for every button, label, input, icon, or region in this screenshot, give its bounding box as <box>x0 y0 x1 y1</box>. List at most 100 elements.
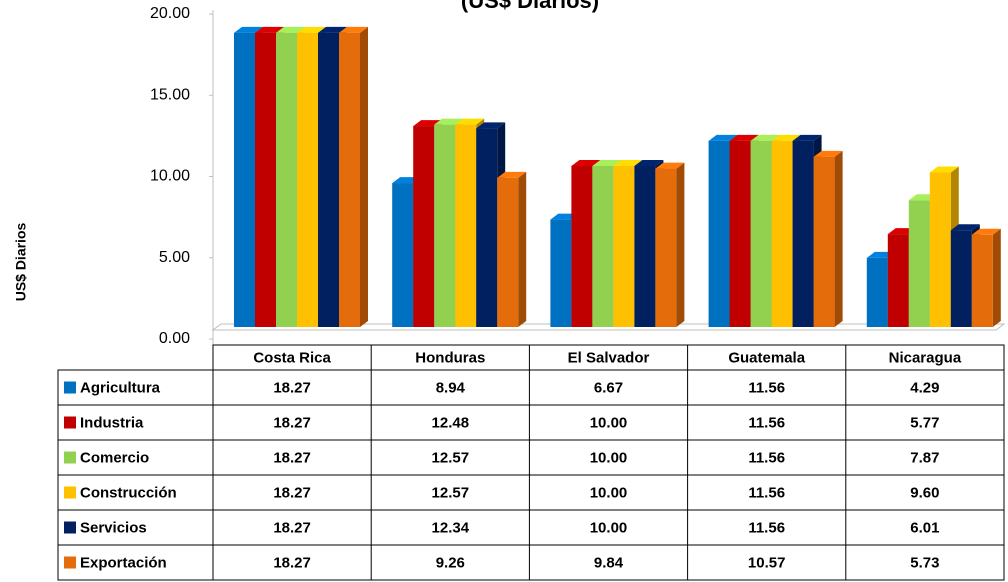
table-value: 12.57 <box>432 484 470 501</box>
bar <box>571 166 593 327</box>
bar <box>771 140 793 327</box>
bar-top <box>813 150 843 157</box>
bar <box>255 32 276 328</box>
table-row-border <box>57 439 1005 476</box>
x-tick-label: Guatemala <box>728 349 805 366</box>
bar-top <box>929 166 959 173</box>
bar <box>708 140 730 327</box>
bar-top <box>771 134 801 141</box>
bar-top <box>339 26 368 33</box>
bar-top <box>276 26 305 33</box>
table-value: 8.94 <box>436 379 466 396</box>
bar <box>729 140 751 327</box>
y-tick-label: 10.00 <box>150 168 190 185</box>
legend-swatch <box>64 451 76 464</box>
bar <box>908 200 930 327</box>
bar-top <box>434 118 464 125</box>
table-value: 11.56 <box>748 379 785 396</box>
bar <box>634 166 656 327</box>
legend-swatch <box>64 521 76 534</box>
x-tick-label: Costa Rica <box>253 349 331 366</box>
bar-top <box>571 160 601 166</box>
table-row-border <box>57 509 1005 546</box>
table-value: 11.56 <box>748 484 785 501</box>
bar <box>792 140 814 327</box>
legend-swatch <box>64 556 76 569</box>
x-tick-label: Honduras <box>415 349 485 366</box>
table-value: 5.73 <box>910 554 939 571</box>
bar <box>613 166 635 327</box>
y-tick-label: 5.00 <box>159 249 190 266</box>
table-value: 18.27 <box>273 519 311 536</box>
bar <box>550 219 572 327</box>
table-value: 6.67 <box>594 379 623 396</box>
table-value: 18.27 <box>273 449 311 466</box>
legend-swatch <box>64 416 76 429</box>
y-tick-label: 15.00 <box>150 86 190 103</box>
table-value: 6.01 <box>910 519 939 536</box>
bar-side <box>676 162 685 327</box>
bar-top <box>708 134 738 141</box>
table-value: 10.57 <box>748 554 786 571</box>
chart-title: (US$ Diarios) <box>461 0 599 13</box>
bar <box>866 257 888 327</box>
table-value: 7.87 <box>910 449 939 466</box>
bar-top <box>476 122 506 129</box>
bar-side <box>360 26 368 328</box>
bar-top <box>792 134 822 141</box>
bar <box>655 168 677 327</box>
table-row-border <box>57 404 1005 441</box>
table-value: 9.60 <box>910 484 939 501</box>
bar-top <box>255 26 284 33</box>
bar <box>950 230 972 327</box>
table-value: 11.56 <box>748 414 785 431</box>
x-tick-label: Nicaragua <box>889 349 962 366</box>
bar <box>497 177 519 327</box>
bar-side <box>518 171 527 327</box>
bar-top <box>971 228 1001 235</box>
legend-label: Construcción <box>80 484 177 501</box>
table-value: 18.27 <box>273 414 311 431</box>
y-tick-label: 0.00 <box>159 330 190 347</box>
table-row-border <box>57 474 1005 511</box>
table-value: 18.27 <box>273 554 311 571</box>
table-value: 11.56 <box>748 519 785 536</box>
bar <box>318 32 339 328</box>
bar-side <box>834 150 843 327</box>
y-tick-label: 20.00 <box>150 5 190 22</box>
legend-swatch <box>64 486 76 499</box>
table-value: 4.29 <box>910 379 939 396</box>
bar <box>413 126 435 328</box>
bar <box>592 166 614 327</box>
bar-top <box>318 26 347 33</box>
bar <box>813 156 835 327</box>
bar <box>276 32 297 328</box>
y-axis-label: US$ Diarios <box>13 222 29 301</box>
table-value: 10.00 <box>590 484 628 501</box>
table-row-border <box>57 369 1005 406</box>
table-value: 18.27 <box>273 379 311 396</box>
legend-swatch <box>64 381 76 394</box>
table-value: 11.56 <box>748 449 785 466</box>
bar <box>455 124 477 327</box>
x-tick-label: El Salvador <box>568 349 650 366</box>
bar-top <box>750 134 780 141</box>
bar <box>476 128 498 327</box>
table-value: 10.00 <box>590 414 628 431</box>
table-value: 12.48 <box>432 414 470 431</box>
table-value: 12.34 <box>432 519 470 536</box>
bar <box>971 234 993 327</box>
bar-side <box>992 228 1001 327</box>
table-value: 18.27 <box>273 484 311 501</box>
table-value: 9.26 <box>436 554 465 571</box>
bar-top <box>592 160 622 166</box>
bar-top <box>950 224 980 231</box>
bar <box>392 183 414 327</box>
bar <box>929 172 951 327</box>
table-row-border <box>57 544 1005 581</box>
bar-top <box>655 162 685 169</box>
bar-top <box>634 160 664 166</box>
bar-top <box>497 171 527 178</box>
table-value: 10.00 <box>590 519 628 536</box>
